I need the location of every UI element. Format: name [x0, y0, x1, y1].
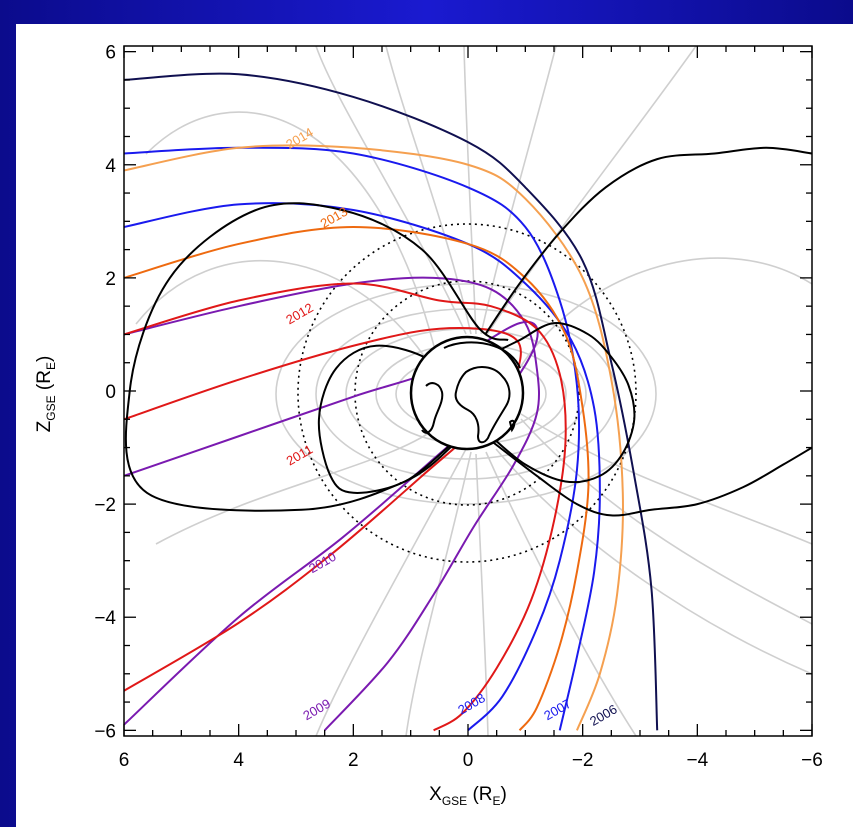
y-tick-label: 6 [105, 43, 116, 64]
y-tick-label: 0 [105, 382, 116, 403]
x-tick-label: 6 [119, 750, 130, 771]
x-tick-label: −4 [686, 750, 708, 771]
y-tick-label: −2 [94, 495, 116, 516]
series-2007-label: 2007 [541, 696, 574, 723]
x-axis-title: XGSE (RE) [429, 784, 507, 808]
x-tick-label: −6 [801, 750, 823, 771]
x-tick-label: −2 [572, 750, 594, 771]
series-2011-label: 2011 [284, 441, 316, 468]
earth-globe [411, 337, 523, 449]
series-2009-label: 2009 [300, 696, 333, 723]
series-2006-label: 2006 [587, 701, 620, 728]
y-axis-title: ZGSE (RE) [34, 356, 58, 433]
y-tick-label: −4 [94, 608, 116, 629]
series-2006-line [124, 74, 657, 731]
y-tick-label: 2 [105, 269, 116, 290]
series-2012-label: 2012 [283, 300, 316, 327]
x-tick-label: 0 [463, 750, 474, 771]
series-2014-line [124, 145, 623, 730]
y-tick-label: −6 [94, 721, 116, 742]
y-tick-label: 4 [105, 156, 116, 177]
series-2013-line [124, 227, 589, 730]
x-tick-label: 4 [233, 750, 244, 771]
chart-panel: 6 4 2 0 −2 −4 −6 6 4 2 0 −2 −4 −6 XGSE (RE) ZGSE (RE)… [16, 24, 853, 827]
series-2008-label: 2008 [455, 690, 488, 717]
x-tick-label: 2 [348, 750, 359, 771]
